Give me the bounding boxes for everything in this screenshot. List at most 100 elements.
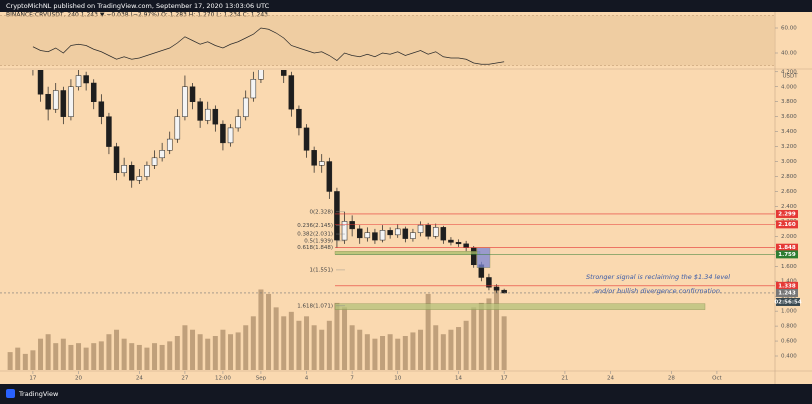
candle-body bbox=[121, 165, 127, 174]
candle-body bbox=[311, 150, 317, 166]
candle-body bbox=[220, 123, 226, 144]
x-tick-label: 17 bbox=[501, 376, 508, 382]
footer-bar bbox=[0, 384, 812, 404]
volume-bar bbox=[266, 293, 272, 370]
price-tag-label: 2.299 bbox=[778, 211, 796, 217]
y-tick-label: 3.200 bbox=[781, 144, 797, 150]
chart-background bbox=[0, 12, 812, 384]
volume-bar bbox=[357, 329, 363, 370]
zone bbox=[334, 303, 706, 310]
fib-label: 0.618(1.848) bbox=[297, 245, 333, 251]
candle-body bbox=[113, 146, 120, 174]
volume-bar bbox=[98, 341, 104, 370]
volume-bar bbox=[501, 316, 507, 370]
y-tick-label: 3.000 bbox=[781, 159, 797, 165]
y-tick-label: 2.400 bbox=[781, 204, 797, 210]
y-tick-label: 1.000 bbox=[781, 309, 797, 315]
y-tick-label: 3.800 bbox=[781, 99, 797, 105]
fib-label: 0.382(2.031) bbox=[297, 232, 333, 238]
candle-body bbox=[212, 108, 219, 125]
volume-bar bbox=[440, 334, 446, 370]
volume-bar bbox=[334, 302, 340, 370]
volume-bar bbox=[53, 343, 59, 370]
candle-body bbox=[379, 230, 386, 241]
x-tick-label: Sep bbox=[256, 376, 267, 382]
zone bbox=[334, 251, 481, 255]
volume-bar bbox=[304, 316, 310, 370]
fib-label: 1.618(1.071) bbox=[297, 303, 333, 309]
candle-body bbox=[68, 86, 74, 117]
x-tick-label: 7 bbox=[350, 376, 354, 382]
x-tick-label: 4 bbox=[305, 376, 309, 382]
x-tick-label: 24 bbox=[136, 376, 143, 382]
volume-bar bbox=[121, 338, 127, 370]
price-tag bbox=[776, 220, 798, 229]
candle-body bbox=[144, 165, 150, 177]
volume-bar bbox=[471, 307, 477, 370]
volume-bar bbox=[387, 334, 393, 370]
x-tick-label: 17 bbox=[29, 376, 36, 382]
candle-body bbox=[326, 161, 333, 192]
y-tick-label: 3.600 bbox=[781, 114, 797, 120]
fib-label: 0(2.328) bbox=[309, 209, 333, 215]
candle-body bbox=[37, 70, 44, 95]
candle-body bbox=[341, 221, 348, 241]
x-tick-label: Oct bbox=[712, 376, 722, 382]
y-tick-label: 0.600 bbox=[781, 339, 797, 345]
volume-bar bbox=[486, 298, 492, 370]
volume-bar bbox=[273, 307, 279, 370]
fib-label: 0.236(2.145) bbox=[297, 223, 333, 229]
candle-body bbox=[159, 150, 165, 159]
candle-body bbox=[296, 108, 302, 129]
volume-bar bbox=[30, 350, 36, 370]
volume-bar bbox=[433, 325, 439, 370]
candle-body bbox=[98, 101, 105, 117]
candle-body bbox=[486, 277, 492, 288]
candle-body bbox=[106, 116, 112, 147]
candle-body bbox=[448, 239, 454, 243]
volume-bar bbox=[349, 325, 355, 370]
candle-body bbox=[197, 101, 203, 121]
volume-bar bbox=[212, 336, 218, 370]
candle-body bbox=[349, 221, 355, 230]
candle-body bbox=[250, 79, 257, 99]
candle-body bbox=[83, 75, 89, 84]
x-tick-label: 27 bbox=[181, 376, 188, 382]
volume-bar bbox=[395, 338, 401, 370]
volume-bar bbox=[106, 334, 112, 370]
price-tag-label: 1.338 bbox=[778, 283, 796, 289]
volume-bar bbox=[319, 329, 325, 370]
candle-body bbox=[75, 75, 82, 88]
volume-bar bbox=[174, 336, 180, 370]
volume-bar bbox=[136, 344, 142, 370]
volume-bar bbox=[410, 332, 416, 370]
candle-body bbox=[52, 90, 59, 110]
fib-label: 0.5(1.939) bbox=[304, 238, 333, 244]
volume-bar bbox=[197, 334, 203, 370]
volume-bar bbox=[281, 316, 287, 370]
x-tick-label: 21 bbox=[561, 376, 568, 382]
volume-bar bbox=[258, 289, 264, 370]
volume-bar bbox=[342, 307, 348, 370]
price-tag-label: 1.848 bbox=[778, 245, 796, 251]
price-unit: USDT bbox=[782, 74, 798, 80]
volume-bar bbox=[22, 353, 28, 370]
volume-bar bbox=[129, 343, 135, 370]
candle-body bbox=[90, 82, 97, 102]
volume-bar bbox=[205, 338, 211, 370]
volume-bar bbox=[372, 338, 378, 370]
volume-bar bbox=[364, 334, 370, 370]
volume-bar bbox=[250, 316, 256, 370]
volume-bar bbox=[15, 347, 21, 370]
volume-bar bbox=[220, 329, 226, 370]
volume-bar bbox=[478, 302, 484, 370]
x-tick-label: 14 bbox=[455, 376, 462, 382]
candle-body bbox=[364, 232, 371, 239]
volume-bar bbox=[418, 329, 424, 370]
volume-bar bbox=[288, 311, 294, 370]
candle-body bbox=[166, 138, 173, 151]
candle-body bbox=[258, 70, 264, 80]
volume-bar bbox=[296, 320, 302, 370]
candle-body bbox=[493, 286, 500, 291]
